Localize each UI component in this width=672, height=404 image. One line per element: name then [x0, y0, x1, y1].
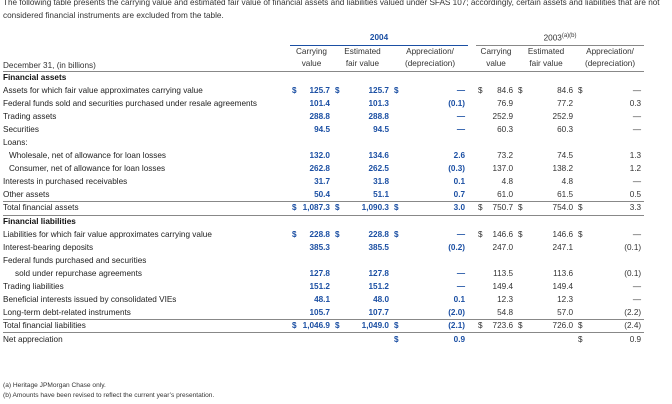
table-row: Interest-bearing deposits 385.3 385.5 (0… — [3, 242, 642, 252]
footnote-b: (b) Amounts have been revised to reflect… — [3, 392, 215, 399]
table-row: Interests in purchased receivables 31.7 … — [3, 177, 642, 187]
table-row: Liabilities for which fair value approxi… — [3, 229, 642, 239]
total-assets-row: Total financial assets $1,087.3 $1,090.3… — [3, 201, 645, 216]
table-row: sold under repurchase agreements 127.8 1… — [15, 268, 642, 278]
table-row: Other assets 50.4 51.1 0.7 61.0 61.5 0.5 — [3, 190, 642, 200]
section-heading-liabilities: Financial liabilities — [3, 214, 645, 229]
fed-funds-heading-row: Federal funds purchased and securities — [3, 255, 147, 265]
table-row: Long-term debt-related instruments 105.7… — [3, 307, 642, 317]
col-appr-2003: Appreciation/ — [586, 46, 634, 56]
loans-heading-row: Loans: — [3, 138, 28, 148]
col-fair-2003: Estimated — [527, 46, 565, 56]
section-heading-assets: Financial assets — [3, 72, 67, 82]
column-header-row-1: Carrying Estimated Appreciation/ Carryin… — [3, 45, 644, 58]
table-row: Beneficial interests issued by consolida… — [3, 295, 642, 305]
year-2003-footnote-ref: (a)(b) — [561, 33, 577, 40]
table-row: Wholesale, net of allowance for loan los… — [9, 151, 642, 161]
table-row: Trading assets 288.8 288.8 — 252.9 252.9… — [3, 111, 642, 121]
intro-paragraph: The following table presents the carryin… — [3, 0, 660, 20]
fair-value-table: 2004 2003(a)(b) Carrying Estimated Appre… — [3, 31, 645, 346]
footnote-a: (a) Heritage JPMorgan Chase only. — [3, 382, 106, 389]
table-row: Trading liabilities 151.2 151.2 — 149.4 … — [3, 282, 642, 292]
year-header-row: 2004 2003(a)(b) — [3, 31, 645, 46]
table-row: Federal funds sold and securities purcha… — [3, 98, 642, 108]
column-header-row-2: December 31, (in billions) value fair va… — [3, 58, 645, 72]
header-label: December 31, (in billions) — [3, 58, 290, 72]
net-appreciation-row: Net appreciation $0.9 $0.9 — [3, 332, 645, 346]
col-carrying-2004: Carrying — [296, 46, 327, 56]
year-2003: 2003(a)(b) — [476, 31, 645, 46]
table-row: Securities 94.5 94.5 — 60.3 60.3 — — [3, 124, 642, 134]
total-liabilities-row: Total financial liabilities $1,046.9 $1,… — [3, 319, 645, 333]
footnotes: (a) Heritage JPMorgan Chase only. (b) Am… — [3, 381, 214, 401]
col-carrying-2003: Carrying — [480, 46, 512, 56]
table-row: Assets for which fair value approximates… — [3, 85, 642, 95]
table-row: Consumer, net of allowance for loan loss… — [9, 164, 642, 174]
col-appr-2004: Appreciation/ — [406, 46, 454, 56]
year-2004: 2004 — [290, 31, 469, 46]
col-fair-2004: Estimated — [344, 46, 381, 56]
